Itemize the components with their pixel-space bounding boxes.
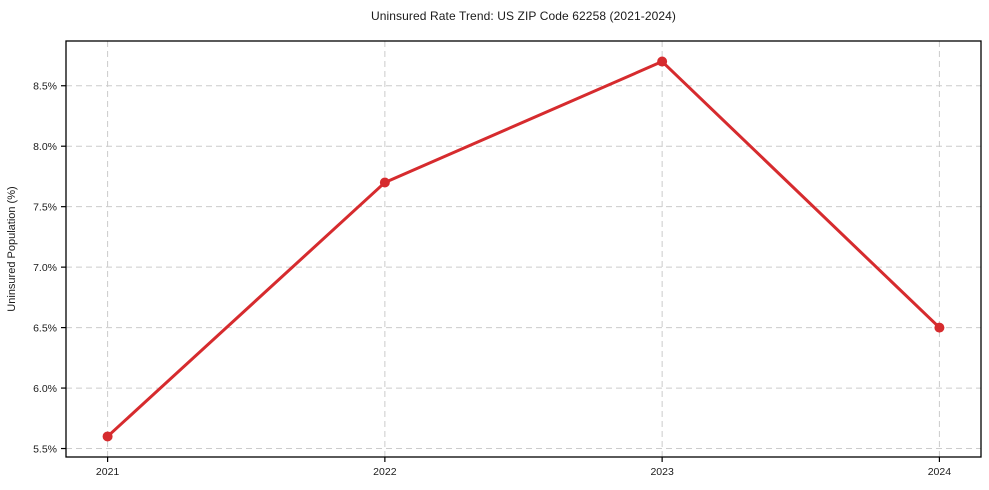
data-point-2024 — [934, 322, 945, 333]
trend-line — [106, 60, 941, 438]
plot-border — [65, 40, 982, 458]
x-tick-label: 2022 — [373, 466, 397, 478]
data-point-2022 — [379, 177, 390, 188]
y-tick-label: 5.5% — [33, 443, 57, 455]
x-tick-label: 2021 — [96, 466, 120, 478]
y-tick-label: 7.5% — [33, 201, 57, 213]
data-point-2021 — [102, 431, 113, 442]
data-point-2023 — [657, 56, 668, 67]
y-tick-label: 8.5% — [33, 81, 57, 93]
x-tick-label: 2024 — [928, 466, 952, 478]
y-tick-label: 8.0% — [33, 141, 57, 153]
y-tick-label: 6.0% — [33, 383, 57, 395]
y-tick-label: 6.5% — [33, 322, 57, 334]
y-tick-label: 7.0% — [33, 262, 57, 274]
chart-title: Uninsured Rate Trend: US ZIP Code 62258 … — [370, 9, 677, 23]
x-tick-label: 2023 — [650, 466, 674, 478]
